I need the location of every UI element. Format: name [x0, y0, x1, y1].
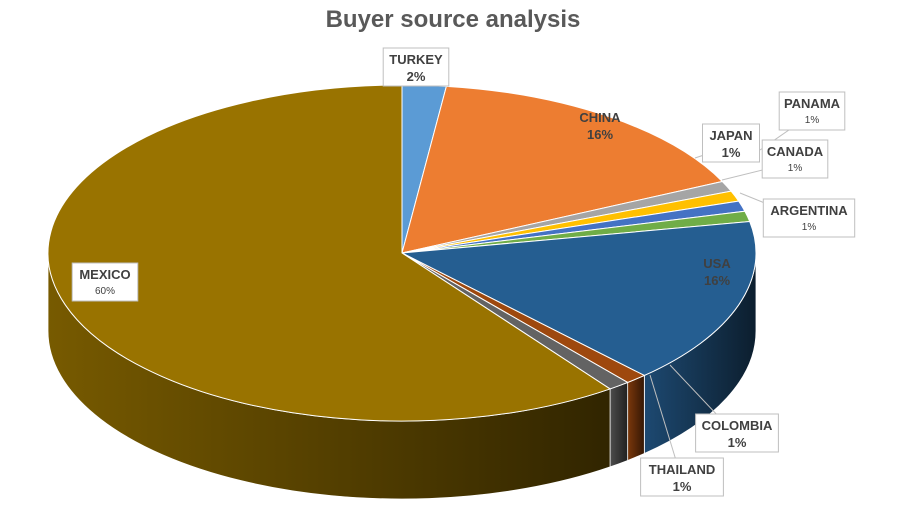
label-box-mexico: [71, 262, 139, 302]
label-name-turkey: TURKEY: [389, 52, 443, 67]
label-box-thailand: [640, 457, 724, 497]
label-value-argentina: 1%: [802, 222, 817, 233]
label-name-japan: JAPAN: [709, 128, 752, 143]
label-name-colombia: COLOMBIA: [702, 418, 773, 433]
data-label-usa: USA 16%: [703, 256, 731, 288]
pie-slice-mexico: [47, 84, 612, 422]
label-name-thailand: THAILAND: [649, 462, 715, 477]
pie-slice-china: [401, 85, 724, 254]
data-label-mexico: MEXICO 60%: [71, 262, 139, 302]
label-box-panama: [778, 91, 846, 131]
data-label-japan: JAPAN 1%: [694, 123, 760, 163]
data-label-china: CHINA 16%: [579, 110, 621, 142]
label-name-canada: CANADA: [767, 144, 824, 159]
label-value-turkey: 2%: [407, 69, 426, 84]
label-value-china: 16%: [587, 127, 613, 142]
label-name-panama: PANAMA: [784, 96, 841, 111]
data-label-argentina: ARGENTINA 1%: [739, 192, 856, 238]
pie-side-layer: [47, 252, 757, 500]
label-box-turkey: [382, 47, 450, 87]
data-label-turkey: TURKEY 2%: [382, 47, 450, 87]
pie-side-thailand: [609, 381, 629, 468]
label-value-colombia: 1%: [728, 435, 747, 450]
label-name-china: CHINA: [579, 110, 621, 125]
label-box-canada: [761, 139, 829, 179]
data-label-colombia: COLOMBIA 1%: [669, 364, 779, 453]
data-label-canada: CANADA 1%: [721, 139, 829, 181]
label-value-canada: 1%: [788, 163, 803, 174]
data-label-thailand: THAILAND 1%: [640, 374, 724, 497]
chart-title: Buyer source analysis: [325, 6, 581, 33]
label-box-colombia: [695, 413, 779, 453]
label-value-thailand: 1%: [673, 479, 692, 494]
label-box-japan: [702, 123, 760, 163]
label-value-japan: 1%: [722, 145, 741, 160]
label-box-argentina: [762, 198, 856, 238]
label-value-usa: 16%: [704, 273, 730, 288]
pie-slice-usa: [400, 220, 757, 377]
pie-top-layer: [47, 84, 757, 422]
data-label-panama: PANAMA 1%: [759, 91, 846, 151]
label-value-mexico: 60%: [95, 286, 115, 297]
label-value-panama: 1%: [805, 115, 820, 126]
label-name-mexico: MEXICO: [79, 267, 130, 282]
label-name-argentina: ARGENTINA: [770, 203, 848, 218]
pie-side-colombia: [627, 374, 645, 462]
label-name-usa: USA: [703, 256, 731, 271]
